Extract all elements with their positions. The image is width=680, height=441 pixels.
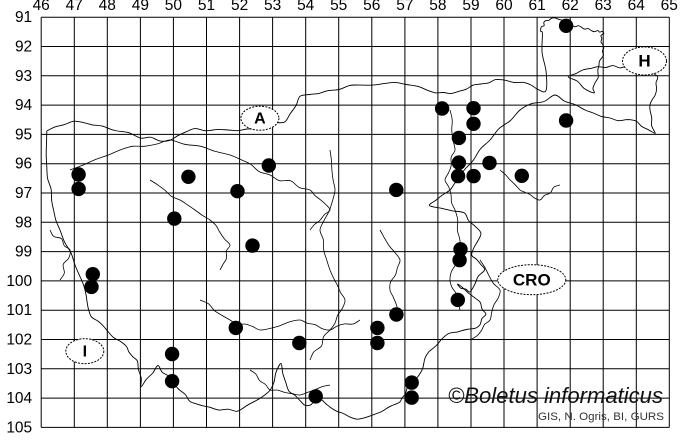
svg-text:48: 48 — [99, 0, 116, 14]
svg-text:102: 102 — [6, 332, 32, 349]
svg-text:97: 97 — [15, 185, 32, 202]
svg-text:93: 93 — [15, 68, 32, 85]
svg-text:99: 99 — [15, 244, 32, 261]
svg-text:59: 59 — [462, 0, 479, 14]
svg-text:91: 91 — [15, 9, 32, 26]
svg-text:50: 50 — [165, 0, 183, 14]
svg-text:104: 104 — [6, 390, 32, 407]
svg-text:92: 92 — [15, 39, 32, 56]
svg-text:60: 60 — [495, 0, 513, 14]
svg-text:94: 94 — [15, 97, 33, 114]
svg-text:65: 65 — [661, 0, 678, 14]
svg-text:CRO: CRO — [513, 271, 551, 290]
svg-text:58: 58 — [429, 0, 446, 14]
svg-text:64: 64 — [628, 0, 646, 14]
svg-text:53: 53 — [264, 0, 281, 14]
svg-text:I: I — [83, 344, 87, 361]
svg-text:54: 54 — [297, 0, 315, 14]
svg-text:H: H — [638, 52, 650, 71]
svg-text:103: 103 — [6, 361, 32, 378]
svg-text:61: 61 — [528, 0, 545, 14]
svg-text:56: 56 — [363, 0, 380, 14]
svg-text:©Boletus informaticus: ©Boletus informaticus — [448, 383, 663, 408]
svg-text:98: 98 — [15, 214, 32, 231]
svg-text:51: 51 — [198, 0, 215, 14]
svg-text:57: 57 — [396, 0, 413, 14]
svg-text:52: 52 — [231, 0, 248, 14]
svg-text:101: 101 — [6, 302, 32, 319]
svg-text:62: 62 — [562, 0, 579, 14]
svg-text:GIS, N. Ogris, BI, GURS: GIS, N. Ogris, BI, GURS — [538, 411, 664, 423]
svg-text:105: 105 — [6, 419, 32, 436]
svg-text:46: 46 — [33, 0, 50, 14]
svg-text:47: 47 — [66, 0, 83, 14]
svg-text:55: 55 — [330, 0, 347, 14]
svg-text:63: 63 — [595, 0, 612, 14]
svg-text:95: 95 — [15, 126, 32, 143]
svg-text:A: A — [254, 111, 266, 128]
svg-text:100: 100 — [6, 273, 32, 290]
svg-text:49: 49 — [132, 0, 149, 14]
svg-text:96: 96 — [15, 156, 32, 173]
